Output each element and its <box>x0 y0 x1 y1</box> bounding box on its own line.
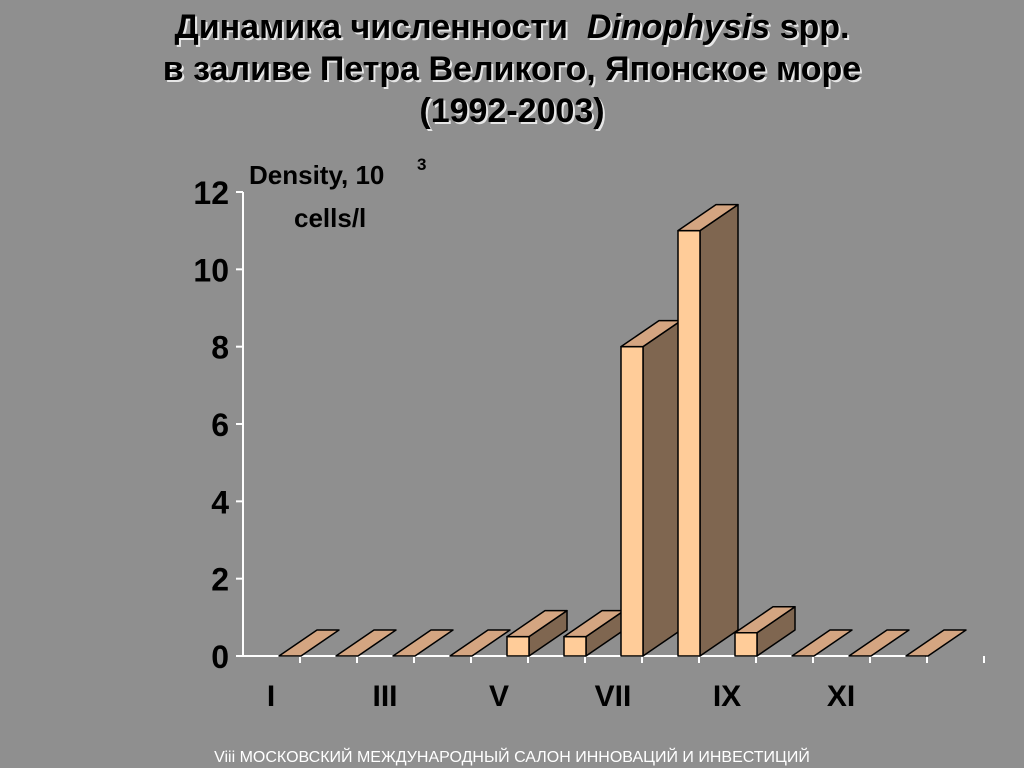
x-tick-label: VII <box>595 680 632 713</box>
bar-VIII-front <box>677 229 701 657</box>
bar-IX-top <box>734 606 796 634</box>
bar-VIII <box>677 203 739 657</box>
bar-XII <box>905 629 967 657</box>
bar-XI <box>848 629 910 657</box>
bar-III-top <box>392 629 454 657</box>
title-line-3: (1992-2003) <box>419 92 605 130</box>
footer-text: Viii МОСКОВСКИЙ МЕЖДУНАРОДНЫЙ САЛОН ИННО… <box>214 749 810 766</box>
title-species: Dinophysis <box>586 8 771 46</box>
y-axis-label-superscript: 3 <box>417 155 426 174</box>
bar-IV-top <box>449 629 511 657</box>
bar-IX <box>734 606 796 657</box>
y-tick-label: 4 <box>211 484 229 520</box>
bar-IV <box>449 629 511 657</box>
bar-V-top <box>506 609 568 638</box>
x-tick-label: IX <box>713 680 741 713</box>
bar-I-top <box>278 629 340 657</box>
bar-VIII-side <box>699 203 739 657</box>
x-tick-label: XI <box>827 680 855 713</box>
bar-VII-side <box>642 319 682 657</box>
y-axis-label: Density, 10 <box>249 160 384 190</box>
y-tick-label: 12 <box>193 175 229 211</box>
bar-X <box>791 629 853 657</box>
x-tick-label: III <box>372 680 397 713</box>
bar-VI-front <box>563 635 587 657</box>
y-axis-label-unit: cells/l <box>294 203 366 233</box>
bar-II <box>335 629 397 657</box>
y-tick-label: 6 <box>211 407 229 443</box>
y-tick-label: 10 <box>193 252 229 288</box>
bar-IX-front <box>734 632 758 657</box>
bar-III <box>392 629 454 657</box>
bar-VII-front <box>620 345 644 657</box>
bar-VII <box>620 319 682 657</box>
bar-II-top <box>335 629 397 657</box>
x-tick-label: I <box>267 680 275 713</box>
y-tick-label: 0 <box>211 639 229 675</box>
bar-VIII-top <box>677 203 739 232</box>
bar-XI-top <box>848 629 910 657</box>
bar-I <box>278 629 340 657</box>
y-tick-label: 8 <box>211 330 229 366</box>
title-line-2: в заливе Петра Великого, Японское море <box>162 50 862 88</box>
y-tick-label: 2 <box>211 562 229 598</box>
bar-V-front <box>506 635 530 657</box>
title-line-1: Динамика численности Dinophysis spp. <box>174 8 850 46</box>
bar-XII-top <box>905 629 967 657</box>
bar-V <box>506 609 568 657</box>
bar-X-top <box>791 629 853 657</box>
chart-title: Динамика численности Dinophysis spp. в з… <box>0 6 1024 132</box>
x-tick-label: V <box>489 680 509 713</box>
bar-VI <box>563 609 625 657</box>
